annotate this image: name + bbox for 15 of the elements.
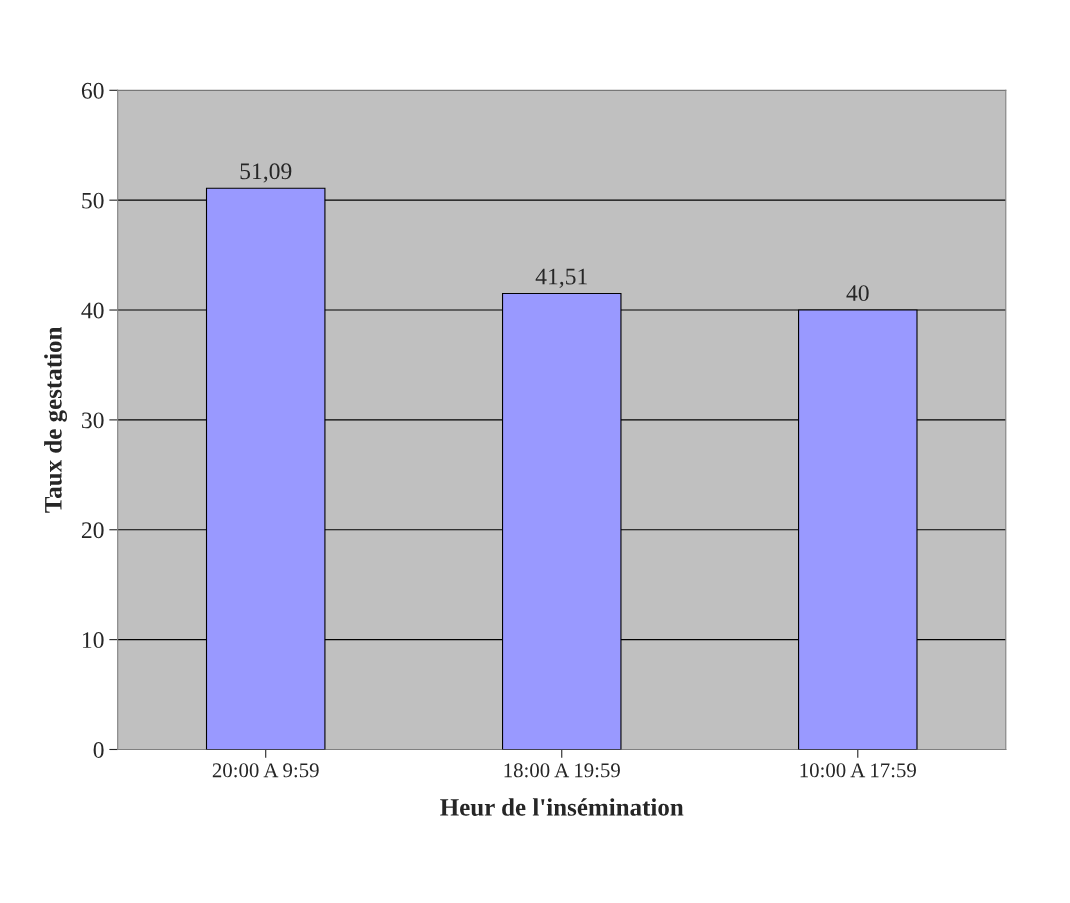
- x-axis-title: Heur de l'insémination: [440, 798, 684, 816]
- data-label: 51,09: [240, 163, 292, 183]
- x-tick-label: 10:00 A 17:59: [800, 763, 916, 778]
- y-axis-title: Taux de gestation: [44, 326, 68, 513]
- y-tick-label: 50: [82, 192, 104, 209]
- x-tick-label: 18:00 A 19:59: [504, 763, 620, 778]
- x-tick-label: 20:00 A 9:59: [212, 763, 319, 778]
- y-tick-label: 40: [81, 302, 104, 319]
- data-label: 40: [846, 285, 869, 302]
- y-tick-label: 30: [82, 412, 104, 429]
- y-tick-label: 10: [82, 632, 104, 649]
- y-tick-label: 60: [81, 82, 104, 99]
- y-tick-label: 0: [93, 741, 104, 758]
- data-label: 41,51: [535, 268, 587, 288]
- y-tick-label: 20: [81, 522, 104, 539]
